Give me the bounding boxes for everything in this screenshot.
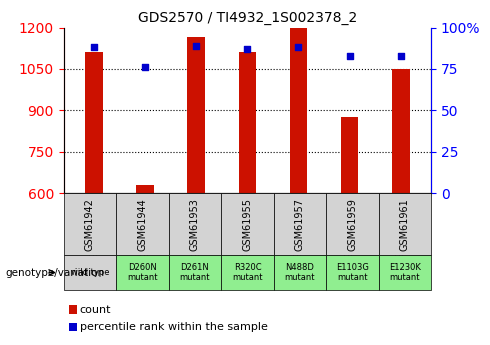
Bar <box>136 185 154 345</box>
Text: N488D
mutant: N488D mutant <box>285 263 315 282</box>
Text: E1230K
mutant: E1230K mutant <box>389 263 421 282</box>
Text: wild type: wild type <box>71 268 109 277</box>
Bar <box>188 37 205 345</box>
Point <box>294 45 302 50</box>
Point <box>345 53 353 59</box>
Bar <box>85 52 103 345</box>
Text: GSM61959: GSM61959 <box>347 198 357 251</box>
Text: D261N
mutant: D261N mutant <box>180 263 210 282</box>
Text: GSM61944: GSM61944 <box>138 198 147 250</box>
Point <box>193 43 200 49</box>
Bar <box>392 69 410 345</box>
Title: GDS2570 / TI4932_1S002378_2: GDS2570 / TI4932_1S002378_2 <box>138 11 357 25</box>
Text: GSM61953: GSM61953 <box>190 198 200 251</box>
Bar <box>239 52 256 345</box>
Text: D260N
mutant: D260N mutant <box>127 263 158 282</box>
Text: genotype/variation: genotype/variation <box>5 268 104 277</box>
Text: E1103G
mutant: E1103G mutant <box>336 263 369 282</box>
Text: GSM61961: GSM61961 <box>400 198 410 250</box>
Text: GSM61957: GSM61957 <box>295 198 305 251</box>
Text: GSM61955: GSM61955 <box>243 198 252 251</box>
Text: percentile rank within the sample: percentile rank within the sample <box>80 322 268 332</box>
Text: count: count <box>80 305 111 315</box>
Text: R320C
mutant: R320C mutant <box>232 263 263 282</box>
Point <box>244 46 251 52</box>
Bar <box>290 28 307 345</box>
Text: GSM61942: GSM61942 <box>85 198 95 251</box>
Point <box>90 45 98 50</box>
Point <box>397 53 405 59</box>
Bar <box>341 117 359 345</box>
Point <box>142 65 149 70</box>
